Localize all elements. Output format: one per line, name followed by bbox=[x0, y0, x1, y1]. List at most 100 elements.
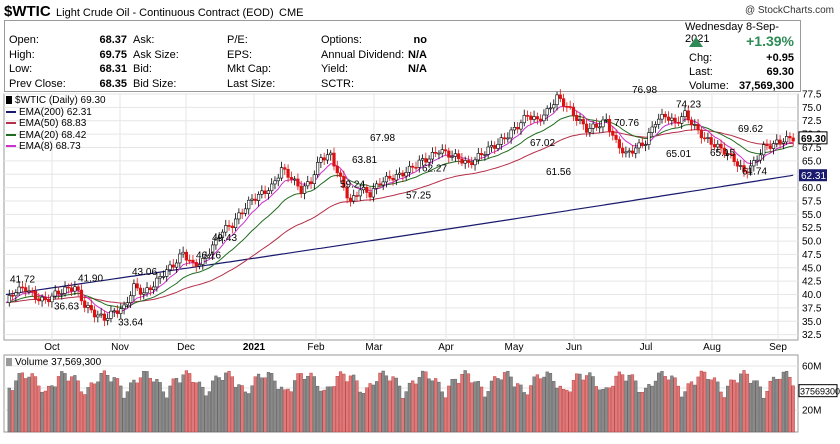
candle-body bbox=[414, 167, 418, 169]
candle-body bbox=[30, 290, 34, 293]
last-label: Last: bbox=[689, 66, 713, 78]
candle-body bbox=[463, 160, 467, 164]
candle-body bbox=[466, 160, 471, 163]
candle-body bbox=[696, 124, 700, 131]
volume-bar bbox=[361, 393, 366, 433]
candle-body bbox=[476, 153, 480, 161]
candle-body bbox=[234, 218, 238, 228]
candle-body bbox=[289, 177, 293, 180]
volume-bar bbox=[729, 379, 733, 433]
candle-body bbox=[502, 137, 507, 140]
price-annotation: 59.24 bbox=[340, 180, 365, 191]
volume-bar bbox=[204, 395, 208, 433]
candle-body bbox=[125, 302, 129, 306]
candle-body bbox=[256, 193, 261, 201]
candle-body bbox=[184, 251, 189, 261]
volume-bar bbox=[365, 387, 369, 433]
candle-body bbox=[739, 165, 743, 167]
candle-body bbox=[447, 150, 451, 158]
price-annotation: 61.74 bbox=[742, 166, 767, 177]
candle-body bbox=[427, 158, 431, 163]
volume-bar bbox=[614, 375, 618, 433]
volume-bar bbox=[480, 386, 484, 433]
candle-body bbox=[519, 122, 523, 130]
volume-bar bbox=[135, 382, 139, 433]
candle-body bbox=[493, 145, 497, 149]
volume-bar bbox=[473, 381, 477, 433]
quote-label: Open: bbox=[9, 34, 39, 46]
y-tick-label: 45.0 bbox=[802, 263, 822, 274]
volume-bar bbox=[555, 387, 559, 433]
candle-body bbox=[99, 313, 103, 316]
candle-body bbox=[375, 183, 379, 189]
volume-bar bbox=[263, 377, 267, 433]
volume-bar bbox=[621, 374, 625, 433]
volume-bar bbox=[86, 387, 90, 433]
volume-bar bbox=[227, 371, 231, 433]
candle-body bbox=[479, 153, 484, 156]
candle-body bbox=[630, 150, 635, 154]
candle-body bbox=[693, 124, 697, 126]
legend-ema200-label: EMA(200) 62.31 bbox=[19, 106, 92, 118]
candle-body bbox=[378, 183, 382, 186]
volume-bar bbox=[92, 383, 97, 433]
candle-body bbox=[407, 165, 412, 173]
volume-bar bbox=[742, 370, 746, 433]
candle-body bbox=[168, 264, 172, 271]
candle-body bbox=[191, 259, 195, 263]
volume-bar bbox=[207, 391, 211, 433]
volume-bar bbox=[644, 387, 648, 433]
candle-body bbox=[437, 152, 441, 155]
y-tick-label: 55.0 bbox=[802, 210, 822, 221]
x-tick-label: 2021 bbox=[243, 342, 266, 353]
volume-bar bbox=[680, 396, 684, 433]
candle-body bbox=[509, 129, 513, 139]
volume-bar bbox=[33, 376, 38, 433]
volume-bar bbox=[630, 374, 635, 433]
volume-bar bbox=[548, 373, 553, 433]
volume-bar bbox=[391, 376, 395, 433]
volume-bar bbox=[230, 376, 234, 433]
volume-bar bbox=[27, 376, 31, 433]
volume-bar bbox=[483, 396, 487, 433]
candle-body bbox=[735, 161, 740, 167]
volume-bar bbox=[10, 390, 15, 433]
candle-body bbox=[365, 186, 369, 193]
volume-bar bbox=[414, 383, 418, 433]
candle-body bbox=[247, 199, 251, 210]
volume-bar bbox=[138, 377, 143, 433]
candle-body bbox=[66, 286, 70, 289]
volume-bar bbox=[332, 386, 336, 433]
volume-bar bbox=[220, 380, 225, 433]
candle-body bbox=[243, 208, 248, 214]
candle-body bbox=[302, 185, 307, 194]
volume-bar bbox=[499, 379, 503, 433]
volume-bar bbox=[650, 385, 654, 433]
volume-bar bbox=[519, 384, 523, 433]
candle-body bbox=[778, 139, 782, 144]
volume-bar bbox=[496, 378, 500, 433]
candle-body bbox=[237, 212, 241, 220]
volume-bar bbox=[60, 371, 64, 433]
candle-body bbox=[499, 137, 503, 145]
candle-body bbox=[417, 159, 421, 168]
candle-body bbox=[486, 146, 490, 155]
candle-body bbox=[624, 151, 628, 154]
candle-body bbox=[657, 118, 661, 125]
candle-body bbox=[420, 158, 425, 161]
volume-bar bbox=[214, 375, 218, 433]
volume-bar bbox=[171, 378, 175, 433]
volume-bar bbox=[286, 388, 290, 433]
legend-ema200: EMA(200) 62.31 bbox=[6, 107, 106, 119]
volume-legend-label: Volume 37,569,300 bbox=[15, 357, 102, 368]
candle-body bbox=[50, 295, 54, 303]
volume-bar bbox=[627, 374, 631, 433]
candle-body bbox=[201, 258, 205, 265]
volume-bar bbox=[565, 389, 569, 433]
candle-body bbox=[640, 142, 644, 146]
volume-bar bbox=[293, 380, 297, 433]
candle-body bbox=[529, 115, 533, 120]
y-tick-label: 42.5 bbox=[802, 277, 822, 288]
candle-body bbox=[56, 290, 61, 295]
chg-label: Chg: bbox=[689, 52, 713, 64]
